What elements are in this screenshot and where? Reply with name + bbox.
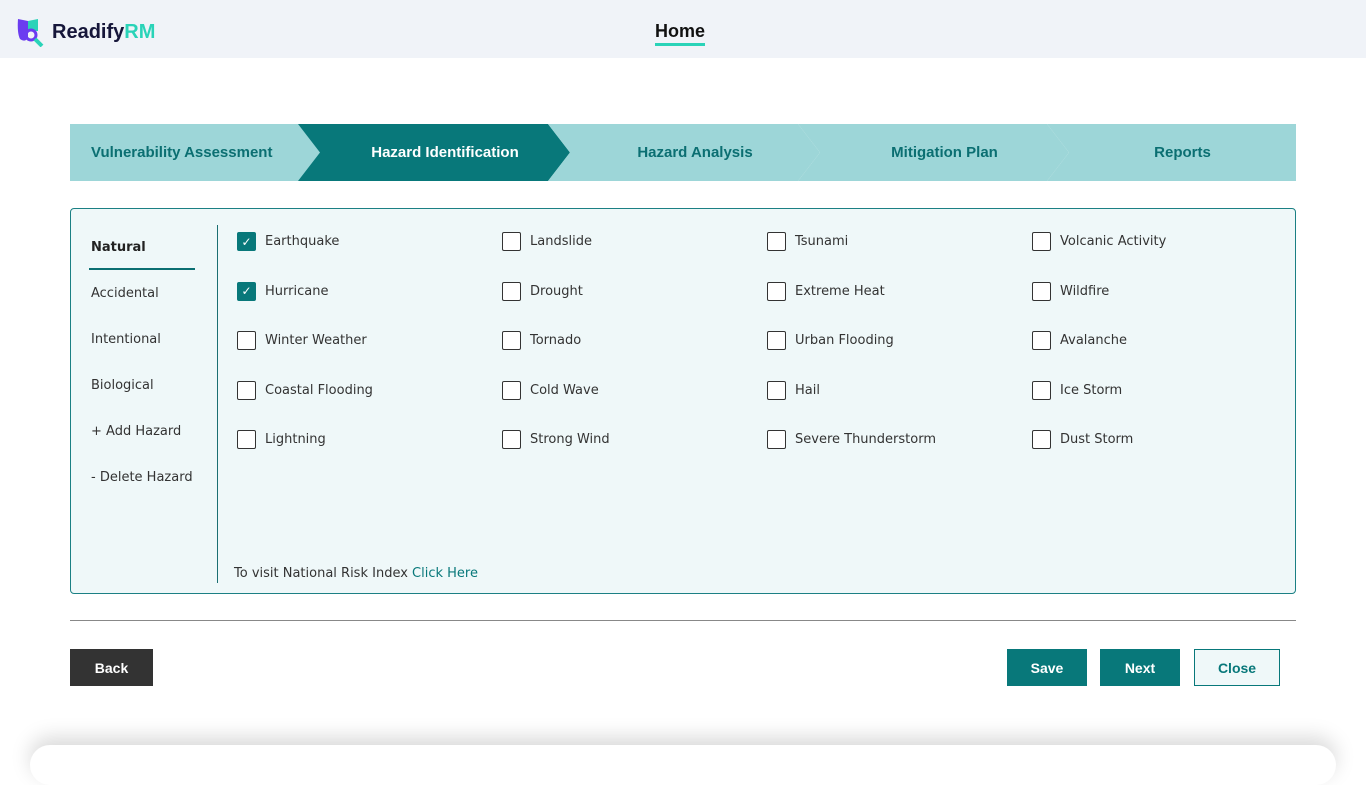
hazard-label: Tornado [530, 333, 582, 348]
sidebar-item-biological[interactable]: Biological [91, 378, 154, 393]
hazard-checkbox-tornado[interactable]: Tornado [502, 331, 581, 350]
hazard-label: Severe Thunderstorm [795, 432, 936, 447]
hazard-label: Extreme Heat [795, 283, 885, 299]
hazard-checkbox-hail[interactable]: Hail [767, 380, 820, 400]
hazard-checkbox-earthquake[interactable]: ✓ Earthquake [237, 232, 339, 251]
checkbox-icon[interactable] [1032, 430, 1051, 449]
click-here-link[interactable]: Click Here [412, 566, 478, 581]
step-hazard-analysis[interactable]: Hazard Analysis [548, 124, 820, 181]
bottom-shadow [30, 745, 1336, 785]
hazard-label: Urban Flooding [795, 333, 894, 348]
checkbox-icon[interactable] [502, 331, 521, 350]
next-button[interactable]: Next [1100, 649, 1180, 686]
hazard-checkbox-ice-storm[interactable]: Ice Storm [1032, 380, 1123, 400]
hazard-label: Dust Storm [1060, 432, 1134, 447]
hazard-label: Earthquake [265, 234, 340, 249]
hazard-checkbox-coastal-flooding[interactable]: Coastal Flooding [237, 380, 373, 400]
checkbox-icon[interactable] [502, 281, 521, 301]
hazard-checkbox-landslide[interactable]: Landslide [502, 232, 592, 251]
hazard-label: Coastal Flooding [265, 382, 373, 398]
sidebar-item-natural[interactable]: Natural [91, 240, 146, 255]
hazard-label: Drought [530, 283, 583, 299]
hazard-checkbox-tsunami[interactable]: Tsunami [767, 232, 848, 251]
checkbox-icon[interactable] [237, 430, 256, 449]
hazard-label: Lightning [265, 432, 326, 447]
checkbox-icon[interactable] [237, 331, 256, 350]
hazard-label: Cold Wave [530, 382, 599, 398]
hazard-label: Landslide [530, 234, 592, 249]
step-mitigation-plan[interactable]: Mitigation Plan [798, 124, 1069, 181]
hazard-checkbox-severe-thunderstorm[interactable]: Severe Thunderstorm [767, 430, 936, 449]
logo[interactable]: ReadifyRM [16, 17, 155, 47]
hazard-checkbox-drought[interactable]: Drought [502, 281, 583, 301]
checkbox-icon[interactable] [237, 380, 256, 400]
hazard-checkbox-winter-weather[interactable]: Winter Weather [237, 331, 367, 350]
checkbox-icon[interactable] [502, 380, 521, 400]
hazard-label: Wildfire [1060, 283, 1110, 299]
checkbox-icon[interactable] [767, 380, 786, 400]
checkbox-checked-icon[interactable]: ✓ [237, 232, 256, 251]
footnote-text: To visit National Risk Index [234, 566, 413, 581]
save-button[interactable]: Save [1007, 649, 1087, 686]
hazard-category-sidebar: Natural Accidental Intentional Biological + … [71, 209, 218, 595]
hazard-checkbox-cold-wave[interactable]: Cold Wave [502, 380, 599, 400]
logo-text: ReadifyRM [52, 20, 156, 43]
hazard-label: Avalanche [1060, 333, 1127, 348]
hazard-label: Strong Wind [530, 432, 610, 447]
active-tab-underline [89, 268, 195, 270]
sidebar-item-delete-hazard[interactable]: - Delete Hazard [91, 470, 193, 485]
hazard-checkbox-urban-flooding[interactable]: Urban Flooding [767, 331, 894, 350]
checkbox-icon[interactable] [502, 232, 521, 251]
checkbox-checked-icon[interactable]: ✓ [237, 281, 256, 301]
nav-home[interactable]: Home [655, 21, 706, 46]
hazard-label: Ice Storm [1060, 382, 1123, 398]
sidebar-item-accidental[interactable]: Accidental [91, 286, 159, 301]
checkbox-icon[interactable] [1032, 380, 1051, 400]
step-vulnerability-assessment[interactable]: Vulnerability Assessment [70, 124, 322, 181]
step-hazard-identification[interactable]: Hazard Identification [298, 124, 570, 181]
hazard-checkbox-hurricane[interactable]: ✓ Hurricane [237, 281, 329, 301]
checkbox-icon[interactable] [1032, 281, 1051, 301]
close-button[interactable]: Close [1194, 649, 1280, 686]
checkbox-icon[interactable] [767, 331, 786, 350]
nri-footnote: To visit National Risk Index Click Here [234, 566, 478, 581]
hazard-panel: Natural Accidental Intentional Biological + … [70, 208, 1296, 594]
hazard-label: Hurricane [265, 283, 329, 299]
hazard-checkbox-lightning[interactable]: Lightning [237, 430, 326, 449]
checkbox-icon[interactable] [767, 281, 786, 301]
hazard-checkbox-dust-storm[interactable]: Dust Storm [1032, 430, 1133, 449]
logo-icon [17, 19, 44, 47]
divider [70, 620, 1296, 621]
step-reports[interactable]: Reports [1047, 124, 1296, 181]
hazard-checkbox-avalanche[interactable]: Avalanche [1032, 331, 1127, 350]
stepper: Vulnerability Assessment Hazard Identific… [70, 124, 1296, 181]
checkbox-icon[interactable] [1032, 331, 1051, 350]
sidebar-item-add-hazard[interactable]: + Add Hazard [91, 424, 182, 439]
sidebar-item-intentional[interactable]: Intentional [91, 332, 161, 347]
back-button[interactable]: Back [70, 649, 153, 686]
checkbox-icon[interactable] [502, 430, 521, 449]
hazard-label: Tsunami [795, 234, 849, 249]
divider [217, 225, 218, 583]
hazard-checkbox-strong-wind[interactable]: Strong Wind [502, 430, 610, 449]
hazard-label: Volcanic Activity [1060, 234, 1167, 249]
checkbox-icon[interactable] [767, 430, 786, 449]
hazard-label: Winter Weather [265, 333, 367, 348]
hazard-checkbox-extreme-heat[interactable]: Extreme Heat [767, 281, 885, 301]
checkbox-icon[interactable] [1032, 232, 1051, 251]
hazard-label: Hail [795, 382, 820, 398]
hazard-checkbox-volcanic-activity[interactable]: Volcanic Activity [1032, 232, 1166, 251]
hazard-checkbox-wildfire[interactable]: Wildfire [1032, 281, 1110, 301]
top-bar: ReadifyRM Home [0, 0, 1366, 58]
checkbox-icon[interactable] [767, 232, 786, 251]
